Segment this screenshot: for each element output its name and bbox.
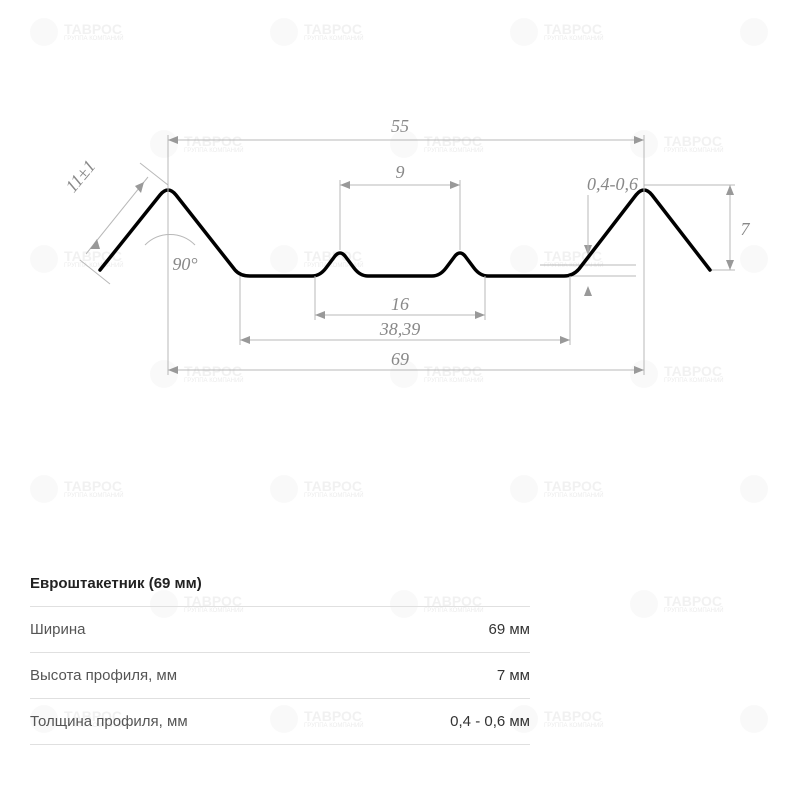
profile-diagram: 55 9 11±1 0,4-0,6 7 90°: [40, 40, 760, 400]
spec-value: 7 мм: [497, 667, 530, 684]
watermark: ТАВРОСГРУППА КОМПАНИЙ: [30, 475, 124, 503]
spec-label: Толщина профиля, мм: [30, 713, 188, 730]
dim-90deg: 90°: [172, 254, 197, 274]
spec-title: Евроштакетник (69 мм): [30, 561, 530, 607]
dim-69: 69: [391, 349, 409, 369]
watermark: ТАВРОСГРУППА КОМПАНИЙ: [270, 475, 364, 503]
spec-row: Ширина 69 мм: [30, 607, 530, 653]
dim-7: 7: [741, 219, 751, 239]
watermark: [740, 705, 768, 733]
watermark: ТАВРОСГРУППА КОМПАНИЙ: [630, 590, 724, 618]
dim-11: 11±1: [61, 156, 99, 196]
watermark: ТАВРОСГРУППА КОМПАНИЙ: [510, 475, 604, 503]
spec-row: Высота профиля, мм 7 мм: [30, 653, 530, 699]
dim-thickness: 0,4-0,6: [587, 174, 638, 194]
dim-9: 9: [396, 162, 405, 182]
dim-3839: 38,39: [379, 319, 421, 339]
spec-value: 0,4 - 0,6 мм: [450, 713, 530, 730]
spec-row: Толщина профиля, мм 0,4 - 0,6 мм: [30, 699, 530, 745]
watermark: [740, 475, 768, 503]
dim-55: 55: [391, 116, 409, 136]
spec-table: Евроштакетник (69 мм) Ширина 69 мм Высот…: [30, 561, 530, 745]
dim-16: 16: [391, 294, 409, 314]
spec-label: Ширина: [30, 621, 85, 638]
spec-label: Высота профиля, мм: [30, 667, 177, 684]
spec-value: 69 мм: [489, 621, 530, 638]
